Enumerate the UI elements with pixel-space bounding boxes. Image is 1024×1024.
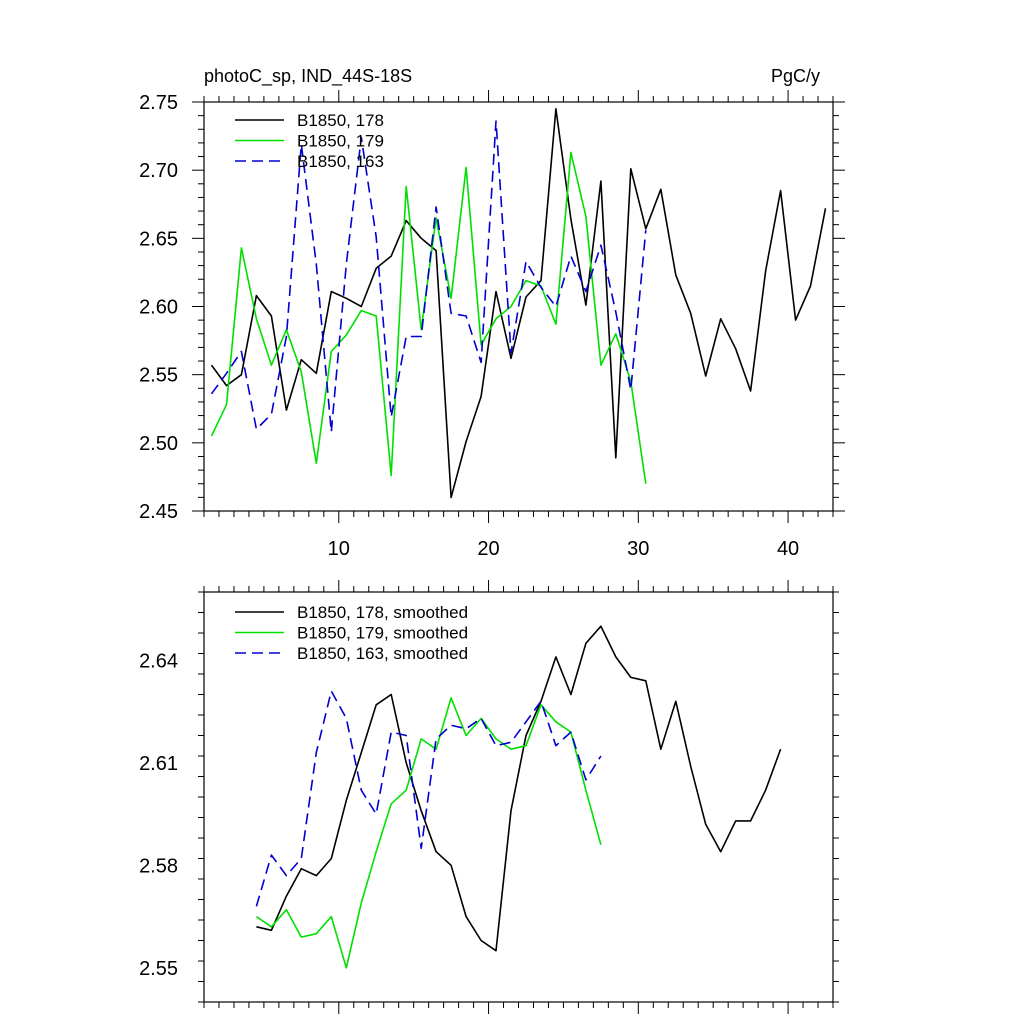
series-line-1 (210, 108, 827, 499)
x-tick-label: 10 (328, 538, 350, 560)
legend: B1850, 178, smoothed B1850, 179, smoothed… (235, 603, 468, 663)
y-tick-label: 2.65 (139, 228, 178, 250)
y-tick-label: 2.55 (139, 958, 178, 980)
series-line-1 (256, 625, 782, 952)
chart-title: photoC_sp, IND_44S-18S (204, 66, 412, 87)
y-tick-label: 2.50 (139, 433, 178, 455)
x-tick-label: 40 (777, 538, 799, 560)
y-tick-label: 2.75 (139, 92, 178, 114)
y-tick-label: 2.61 (139, 753, 178, 775)
y-tick-label: 2.70 (139, 160, 178, 182)
y-tick-label: 2.45 (139, 501, 178, 523)
y-tick-label: 2.58 (139, 855, 178, 877)
series-line-2 (210, 151, 647, 484)
legend-entry: B1850, 179 (297, 132, 384, 151)
series-line-3 (255, 690, 602, 907)
legend-entry: B1850, 179, smoothed (297, 624, 468, 643)
series-line-3 (210, 120, 647, 433)
legend-entry: B1850, 163, smoothed (297, 644, 468, 663)
legend-entry: B1850, 178, smoothed (297, 603, 468, 622)
y-tick-label: 2.60 (139, 297, 178, 319)
y-tick-label: 2.55 (139, 365, 178, 387)
units-label: PgC/y (771, 66, 820, 86)
x-tick-label: 30 (627, 538, 649, 560)
top-panel: photoC_sp, IND_44S-18S PgC/y 10 20 30 40 2.4… (139, 66, 845, 560)
y-tick-label: 2.64 (139, 650, 178, 672)
legend-entry: B1850, 163 (297, 152, 384, 171)
x-tick-label: 20 (477, 538, 499, 560)
legend-entry: B1850, 178 (297, 111, 384, 130)
